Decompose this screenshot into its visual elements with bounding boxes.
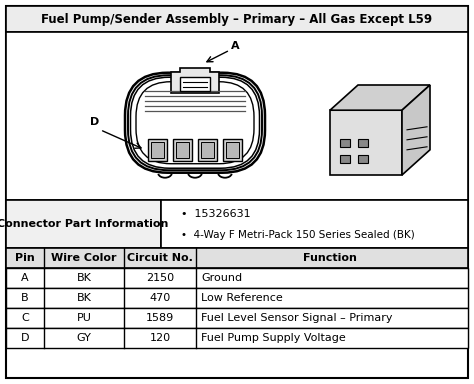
- Bar: [6, 32, 468, 200]
- Text: 120: 120: [149, 333, 171, 343]
- Bar: [340, 155, 350, 163]
- Text: GY: GY: [77, 333, 91, 343]
- Text: •  4-Way F Metri-Pack 150 Series Sealed (BK): • 4-Way F Metri-Pack 150 Series Sealed (…: [181, 230, 415, 240]
- Polygon shape: [402, 85, 430, 175]
- Bar: [340, 139, 350, 147]
- Bar: [358, 155, 368, 163]
- Bar: [176, 142, 189, 158]
- Bar: [6, 6, 468, 32]
- Bar: [6, 268, 468, 288]
- Bar: [330, 110, 402, 175]
- Bar: [161, 200, 468, 248]
- Text: B: B: [21, 293, 29, 303]
- Bar: [6, 248, 468, 268]
- Text: Pin: Pin: [15, 253, 35, 263]
- Text: A: A: [21, 273, 29, 283]
- Bar: [6, 308, 468, 328]
- Bar: [151, 142, 164, 158]
- FancyBboxPatch shape: [130, 77, 259, 168]
- Text: C: C: [21, 313, 29, 323]
- Text: •  15326631: • 15326631: [181, 209, 251, 219]
- Text: D: D: [21, 333, 29, 343]
- Text: Fuel Level Sensor Signal – Primary: Fuel Level Sensor Signal – Primary: [201, 313, 392, 323]
- Bar: [180, 77, 210, 91]
- Text: 1589: 1589: [146, 313, 174, 323]
- Text: BK: BK: [77, 273, 91, 283]
- Text: Circuit No.: Circuit No.: [127, 253, 193, 263]
- Bar: [358, 139, 368, 147]
- Text: A: A: [231, 41, 239, 51]
- Bar: [6, 288, 468, 308]
- Bar: [173, 139, 192, 161]
- FancyBboxPatch shape: [125, 73, 265, 173]
- Text: Ground: Ground: [201, 273, 242, 283]
- Text: 470: 470: [149, 293, 171, 303]
- Text: Fuel Pump Supply Voltage: Fuel Pump Supply Voltage: [201, 333, 346, 343]
- Text: PU: PU: [77, 313, 91, 323]
- Bar: [148, 139, 167, 161]
- Text: Wire Color: Wire Color: [51, 253, 117, 263]
- FancyBboxPatch shape: [136, 82, 254, 164]
- Polygon shape: [171, 68, 219, 93]
- Polygon shape: [330, 85, 430, 110]
- Text: 2150: 2150: [146, 273, 174, 283]
- Bar: [226, 142, 239, 158]
- Text: Fuel Pump/Sender Assembly – Primary – All Gas Except L59: Fuel Pump/Sender Assembly – Primary – Al…: [41, 13, 433, 25]
- Bar: [6, 200, 161, 248]
- Bar: [201, 142, 214, 158]
- Text: Connector Part Information: Connector Part Information: [0, 219, 169, 229]
- Text: BK: BK: [77, 293, 91, 303]
- Text: D: D: [91, 117, 100, 127]
- Text: Low Reference: Low Reference: [201, 293, 283, 303]
- Bar: [198, 139, 217, 161]
- Text: Function: Function: [303, 253, 357, 263]
- Bar: [223, 139, 242, 161]
- Bar: [6, 328, 468, 348]
- FancyBboxPatch shape: [128, 75, 262, 170]
